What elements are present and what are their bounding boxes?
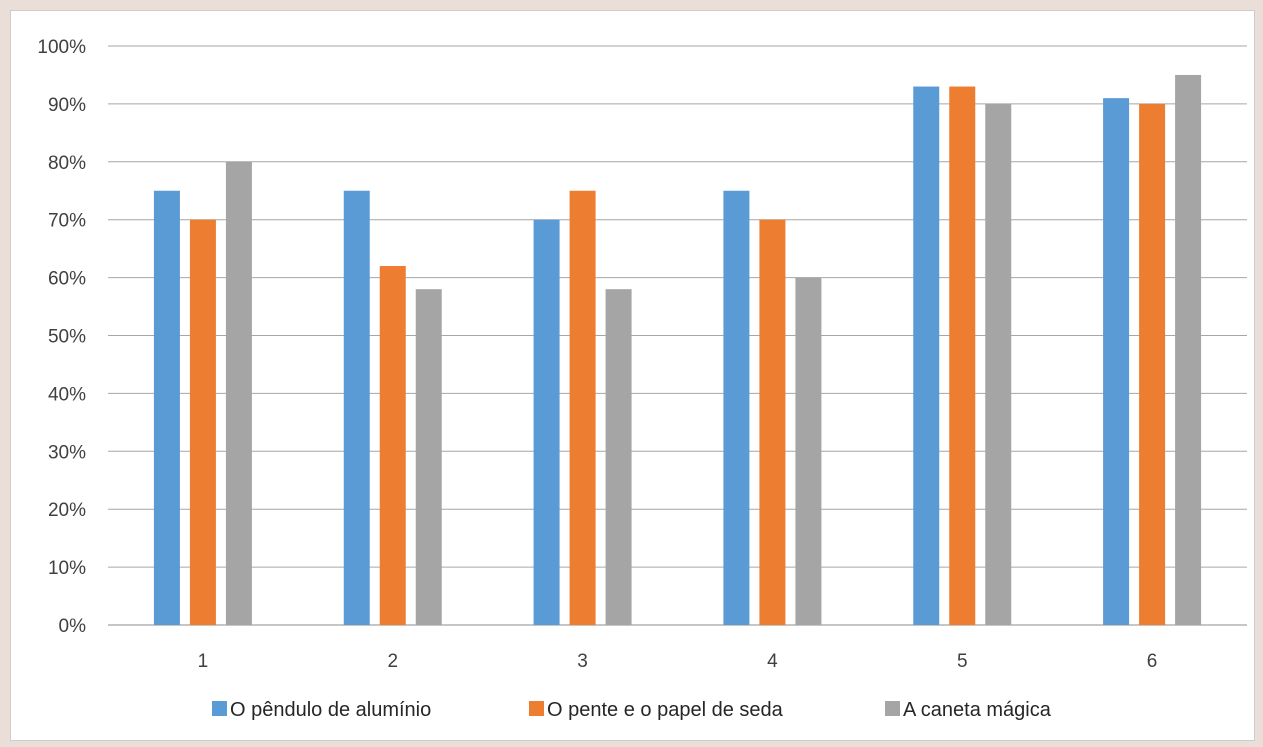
bar [569, 190, 596, 625]
legend-swatch [529, 701, 544, 716]
legend: O pêndulo de alumínio O pente e o papel d… [212, 699, 1052, 721]
y-tick-label: 80% [48, 153, 86, 174]
x-tick-label: 3 [577, 651, 588, 672]
bar [225, 161, 252, 626]
bar [913, 86, 940, 625]
bar [985, 103, 1012, 625]
bar [795, 277, 822, 625]
bar [533, 219, 560, 625]
y-tick-label: 10% [48, 558, 86, 579]
y-tick-label: 100% [37, 37, 86, 58]
y-tick-label: 70% [48, 211, 86, 232]
gridlines [108, 45, 1247, 626]
legend-swatch [212, 701, 227, 716]
chart-frame [10, 10, 1255, 741]
bar [1103, 98, 1130, 626]
bar [343, 190, 370, 625]
bar [759, 219, 786, 625]
legend-swatch [885, 701, 900, 716]
legend-label: O pêndulo de alumínio [230, 699, 431, 721]
bar [723, 190, 750, 625]
y-tick-label: 0% [59, 616, 87, 637]
bar [949, 86, 976, 625]
x-tick-label: 6 [1147, 651, 1158, 672]
y-tick-label: 60% [48, 269, 86, 290]
x-tick-label: 1 [198, 651, 209, 672]
y-tick-label: 40% [48, 384, 86, 405]
x-axis-ticks: 1 2 3 4 5 6 [198, 651, 1158, 672]
bars [153, 74, 1202, 626]
bar [415, 289, 442, 625]
y-axis-ticks: 0% 10% 20% 30% 40% 50% 60% 70% 80% 90% 100% [37, 37, 86, 637]
bar [379, 266, 406, 625]
y-tick-label: 20% [48, 500, 86, 521]
y-tick-label: 30% [48, 442, 86, 463]
bar [1175, 74, 1202, 625]
x-tick-label: 2 [387, 651, 398, 672]
y-tick-label: 50% [48, 327, 86, 348]
bar [153, 190, 180, 625]
y-tick-label: 90% [48, 95, 86, 116]
legend-label: A caneta mágica [903, 699, 1052, 721]
x-tick-label: 4 [767, 651, 778, 672]
bar [189, 219, 216, 625]
bar [605, 289, 632, 625]
legend-label: O pente e o papel de seda [547, 699, 784, 721]
x-tick-label: 5 [957, 651, 968, 672]
bar [1139, 103, 1166, 625]
